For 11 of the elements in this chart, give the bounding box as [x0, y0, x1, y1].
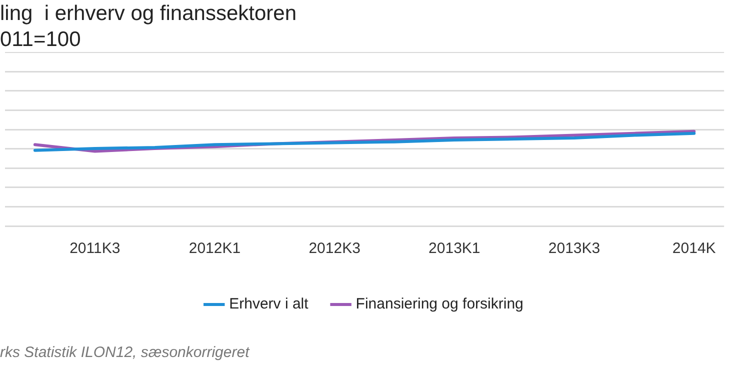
chart-subtitle: 011=100	[0, 28, 81, 52]
x-tick-label: 2011K3	[70, 240, 120, 258]
x-tick-label: 2014K	[672, 240, 716, 258]
legend-label: Finansiering og forsikring	[356, 296, 524, 313]
x-tick-label: 2012K3	[308, 240, 360, 258]
text: rks Statistik ILON12, sæsonkorrigeret	[0, 344, 250, 361]
x-tick-label: 2013K3	[548, 240, 600, 258]
legend-label: Erhverv i alt	[229, 296, 310, 313]
x-tick-label: 2012K1	[188, 240, 241, 258]
chart-title: ling i erhverv og finanssektoren	[0, 2, 296, 26]
x-tick-label: 2013K1	[428, 240, 480, 258]
